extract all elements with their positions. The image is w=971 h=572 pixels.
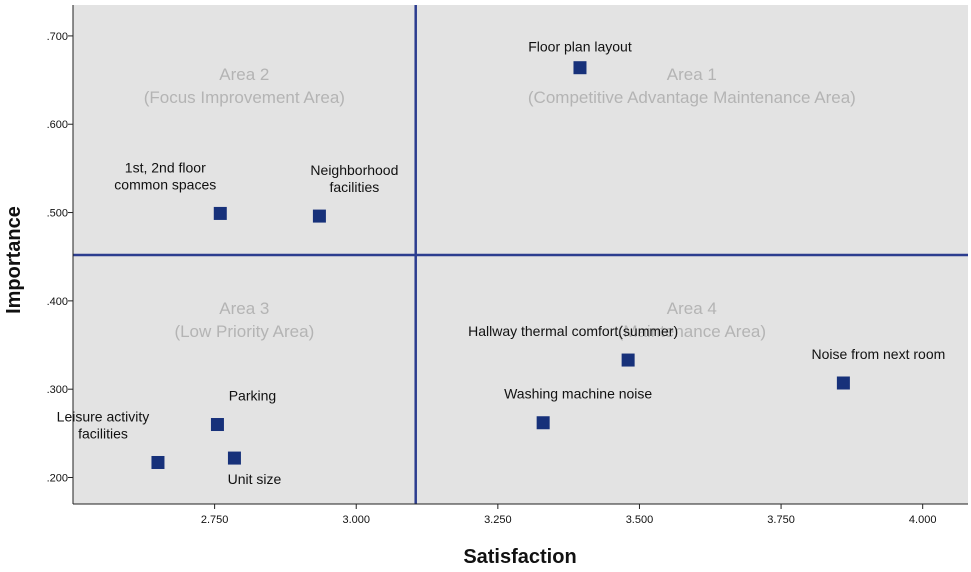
x-tick-label: 3.500 [626,514,654,526]
x-tick-label: 3.750 [767,514,795,526]
area-label-group: Area 4 (Maintenance Area) [618,299,766,341]
area-label-group: Area 1 (Competitive Advantage Maintenance… [528,65,856,107]
data-point-label: 1st, 2nd floor [125,159,206,175]
data-point-marker [210,418,224,432]
data-point-marker [536,416,550,430]
area-title: Area 1 [667,65,717,84]
area-title: Area 3 [219,299,269,318]
y-tick-label: .200 [47,473,68,485]
data-point-marker [213,206,227,220]
data-point-label: Unit size [228,471,282,487]
area-title: Area 2 [219,65,269,84]
data-point-marker [836,376,850,390]
y-tick-label: .400 [47,296,68,308]
plot-frame [72,5,968,505]
data-point-group: Floor plan layout [528,39,632,75]
data-point-group: Parking [210,388,276,432]
x-tick-label: 3.000 [342,514,370,526]
data-point-marker [621,353,635,367]
y-tick-label: .600 [47,119,68,131]
data-point-label: Hallway thermal comfort(summer) [468,323,678,339]
data-point-label: Parking [229,388,276,404]
data-point-marker [573,61,587,75]
data-point-group: Unit size [227,451,282,487]
area-subtitle: (Competitive Advantage Maintenance Area) [528,88,856,107]
data-point-label: Floor plan layout [528,39,632,55]
data-point-label: Noise from next room [811,346,945,362]
x-tick-label: 4.000 [909,514,937,526]
data-point-group: Washing machine noise [504,386,652,430]
data-point-group: Noise from next room [811,346,945,390]
reference-lines [73,5,968,504]
data-point-label: facilities [78,425,128,441]
y-tick-label: .700 [47,31,68,43]
area-label-group: Area 3 (Low Priority Area) [174,299,314,341]
area-label-group: Area 2 (Focus Improvement Area) [144,65,345,107]
x-tick-label: 2.750 [201,514,229,526]
data-point-label: Leisure activity [57,408,150,424]
data-point-marker [151,455,165,469]
data-point-label: Neighborhood [310,162,398,178]
data-point-label: facilities [330,179,380,195]
data-point-marker [312,209,326,223]
x-axis: 2.750 3.000 3.250 3.500 3.750 4.000 [201,504,937,526]
x-axis-title: Satisfaction [463,546,576,568]
data-point-label: common spaces [114,176,216,192]
y-axis: .200 .300 .400 .500 .600 .700 [47,31,73,485]
area-subtitle: (Focus Improvement Area) [144,88,345,107]
area-labels: Area 1 (Competitive Advantage Maintenance… [144,65,856,341]
data-point-marker [227,451,241,465]
y-tick-label: .300 [47,384,68,396]
data-point-label: Washing machine noise [504,386,652,402]
x-tick-label: 3.250 [484,514,512,526]
area-title: Area 4 [667,299,717,318]
data-point-group: Hallway thermal comfort(summer) [468,323,678,367]
y-axis-title: Importance [3,206,25,314]
area-subtitle: (Maintenance Area) [618,322,766,341]
area-subtitle: (Low Priority Area) [174,322,314,341]
y-tick-label: .500 [47,208,68,220]
